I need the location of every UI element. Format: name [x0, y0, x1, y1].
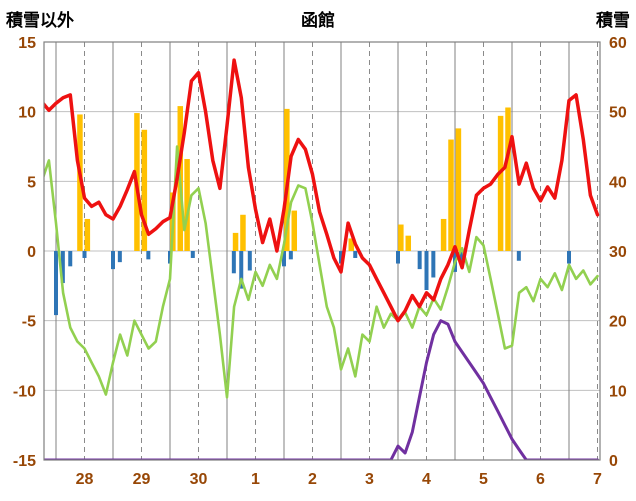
svg-text:10: 10 [609, 383, 627, 400]
svg-text:60: 60 [609, 35, 627, 52]
svg-text:50: 50 [609, 105, 627, 122]
svg-text:30: 30 [190, 471, 208, 488]
svg-text:0: 0 [27, 244, 36, 261]
svg-text:3: 3 [365, 471, 374, 488]
svg-text:28: 28 [76, 471, 94, 488]
svg-text:0: 0 [609, 453, 618, 470]
svg-text:30: 30 [609, 244, 627, 261]
svg-text:7: 7 [593, 471, 602, 488]
svg-text:15: 15 [18, 35, 36, 52]
svg-text:20: 20 [609, 314, 627, 331]
right-axis-title: 積雪 [596, 11, 630, 30]
svg-text:5: 5 [479, 471, 488, 488]
svg-text:1: 1 [251, 471, 260, 488]
svg-text:29: 29 [133, 471, 151, 488]
svg-text:6: 6 [536, 471, 545, 488]
svg-text:-10: -10 [13, 383, 36, 400]
svg-text:10: 10 [18, 105, 36, 122]
svg-text:5: 5 [27, 174, 36, 191]
svg-text:-15: -15 [13, 453, 36, 470]
svg-text:2: 2 [308, 471, 317, 488]
svg-text:-5: -5 [22, 314, 36, 331]
left-axis-title: 積雪以外 [6, 11, 74, 30]
svg-text:40: 40 [609, 174, 627, 191]
svg-text:4: 4 [422, 471, 431, 488]
